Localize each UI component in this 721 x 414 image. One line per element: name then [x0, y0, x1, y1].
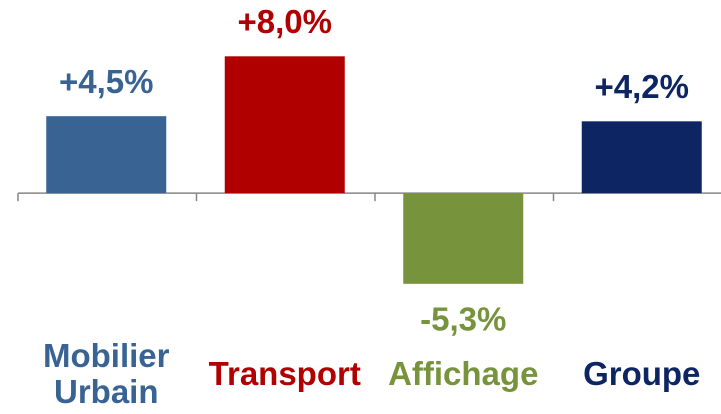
category-label: Mobilier Urbain — [42, 337, 170, 410]
bar — [46, 116, 167, 194]
value-label: +4,2% — [595, 68, 690, 105]
value-label: +8,0% — [238, 3, 333, 40]
category-label: Groupe — [583, 355, 701, 392]
category-label: Transport — [208, 355, 361, 392]
bar — [224, 56, 345, 194]
bar — [403, 193, 524, 284]
category-label: Affichage — [388, 355, 539, 392]
value-label: -5,3% — [420, 301, 506, 338]
value-label: +4,5% — [59, 63, 154, 100]
bar — [581, 121, 702, 194]
